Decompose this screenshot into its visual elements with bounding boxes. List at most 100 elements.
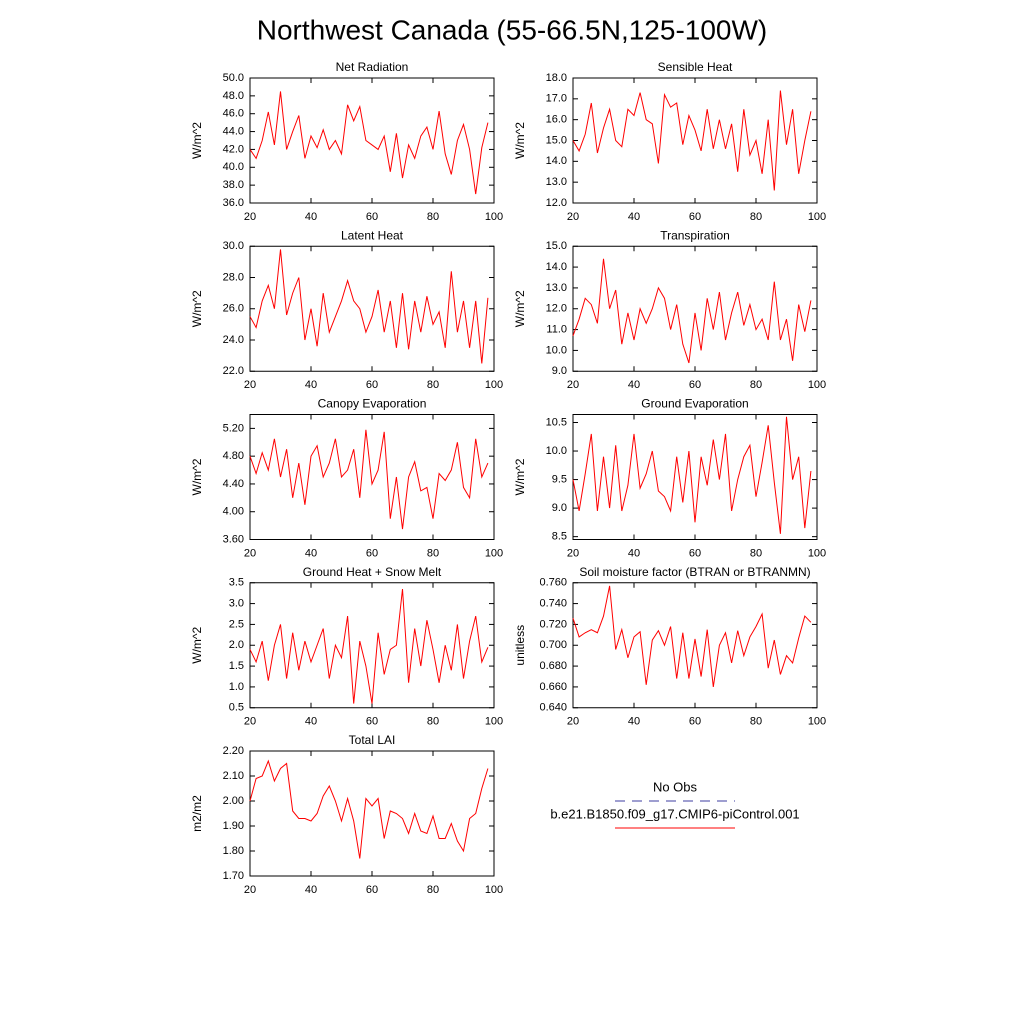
panel-title: Total LAI	[349, 733, 396, 747]
y-tick-label: 15.0	[546, 134, 567, 146]
legend-label: b.e21.B1850.f09_g17.CMIP6-piControl.001	[550, 806, 799, 821]
x-tick-label: 40	[305, 547, 317, 559]
x-tick-label: 40	[305, 379, 317, 391]
x-tick-label: 60	[689, 211, 701, 223]
x-tick-label: 40	[628, 211, 640, 223]
x-tick-label: 40	[628, 716, 640, 728]
x-tick-label: 40	[628, 547, 640, 559]
y-tick-label: 14.0	[546, 261, 567, 273]
data-line	[572, 90, 812, 191]
y-axis-label: W/m^2	[190, 458, 204, 495]
y-axis-label: W/m^2	[513, 122, 527, 159]
y-tick-label: 0.700	[539, 639, 567, 651]
y-tick-label: 30.0	[223, 240, 244, 252]
x-tick-label: 20	[567, 211, 579, 223]
data-line	[572, 585, 812, 687]
x-tick-label: 60	[366, 716, 378, 728]
x-tick-label: 60	[689, 379, 701, 391]
panel-title: Sensible Heat	[658, 60, 733, 74]
y-tick-label: 26.0	[223, 303, 244, 315]
y-tick-label: 2.0	[229, 639, 244, 651]
x-tick-label: 40	[305, 211, 317, 223]
y-tick-label: 12.0	[546, 197, 567, 209]
y-tick-label: 4.00	[223, 506, 244, 518]
data-line	[249, 91, 489, 195]
y-tick-label: 36.0	[223, 197, 244, 209]
x-tick-label: 60	[689, 547, 701, 559]
x-tick-label: 20	[567, 379, 579, 391]
y-tick-label: 44.0	[223, 125, 244, 137]
x-tick-label: 40	[305, 716, 317, 728]
y-tick-label: 0.680	[539, 660, 567, 672]
y-tick-label: 0.760	[539, 577, 567, 589]
data-line	[249, 249, 489, 364]
x-tick-label: 80	[750, 716, 762, 728]
y-tick-label: 46.0	[223, 108, 244, 120]
y-tick-label: 48.0	[223, 90, 244, 102]
y-tick-label: 3.60	[223, 533, 244, 545]
y-tick-label: 17.0	[546, 93, 567, 105]
x-tick-label: 100	[485, 716, 503, 728]
x-tick-label: 80	[427, 211, 439, 223]
panel-title: Canopy Evaporation	[318, 397, 427, 411]
panel-title: Transpiration	[660, 228, 730, 242]
y-axis-label: m2/m2	[190, 795, 204, 832]
y-tick-label: 8.5	[552, 531, 567, 543]
y-tick-label: 10.0	[546, 344, 567, 356]
y-tick-label: 1.90	[223, 820, 244, 832]
x-tick-label: 100	[808, 547, 826, 559]
y-tick-label: 0.5	[229, 702, 244, 714]
y-tick-label: 18.0	[546, 72, 567, 84]
x-tick-label: 80	[427, 884, 439, 896]
y-tick-label: 28.0	[223, 271, 244, 283]
panel-title: Soil moisture factor (BTRAN or BTRANMN)	[579, 565, 810, 579]
x-tick-label: 20	[567, 547, 579, 559]
y-tick-label: 10.0	[546, 445, 567, 457]
panel-title: Net Radiation	[336, 60, 409, 74]
y-axis-label: W/m^2	[513, 458, 527, 495]
y-tick-label: 13.0	[546, 282, 567, 294]
x-tick-label: 80	[427, 716, 439, 728]
data-line	[249, 429, 489, 530]
y-axis-label: W/m^2	[190, 122, 204, 159]
data-line	[249, 759, 489, 859]
x-tick-label: 100	[808, 716, 826, 728]
y-tick-label: 9.0	[552, 365, 567, 377]
x-tick-label: 80	[750, 547, 762, 559]
x-tick-label: 80	[427, 379, 439, 391]
x-tick-label: 60	[366, 211, 378, 223]
panel-title: Ground Evaporation	[641, 397, 748, 411]
figure-title: Northwest Canada (55-66.5N,125-100W)	[257, 14, 767, 45]
x-tick-label: 100	[485, 211, 503, 223]
data-line	[572, 416, 812, 534]
data-line	[249, 588, 489, 704]
y-tick-label: 11.0	[546, 323, 567, 335]
y-axis-label: W/m^2	[190, 290, 204, 327]
y-tick-label: 10.5	[546, 416, 567, 428]
y-tick-label: 14.0	[546, 155, 567, 167]
y-tick-label: 15.0	[546, 240, 567, 252]
y-tick-label: 2.10	[223, 770, 244, 782]
x-tick-label: 60	[366, 547, 378, 559]
y-tick-label: 1.5	[229, 660, 244, 672]
y-tick-label: 2.00	[223, 795, 244, 807]
x-tick-label: 20	[567, 716, 579, 728]
x-tick-label: 40	[628, 379, 640, 391]
y-tick-label: 16.0	[546, 114, 567, 126]
y-tick-label: 1.80	[223, 845, 244, 857]
y-tick-label: 0.660	[539, 681, 567, 693]
x-tick-label: 20	[244, 884, 256, 896]
x-tick-label: 60	[689, 716, 701, 728]
y-tick-label: 3.0	[229, 597, 244, 609]
y-tick-label: 1.0	[229, 681, 244, 693]
x-tick-label: 80	[427, 547, 439, 559]
y-axis-label: W/m^2	[190, 626, 204, 663]
x-tick-label: 80	[750, 379, 762, 391]
x-tick-label: 20	[244, 211, 256, 223]
y-tick-label: 50.0	[223, 72, 244, 84]
y-tick-label: 0.740	[539, 597, 567, 609]
y-tick-label: 38.0	[223, 179, 244, 191]
x-tick-label: 20	[244, 716, 256, 728]
